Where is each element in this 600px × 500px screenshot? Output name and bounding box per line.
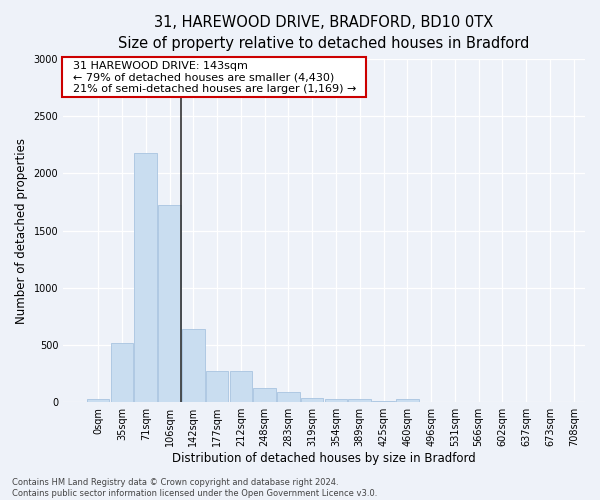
Bar <box>182 329 205 402</box>
Bar <box>325 399 347 402</box>
Bar <box>253 388 276 402</box>
Bar <box>349 399 371 402</box>
Bar <box>301 398 323 402</box>
Bar <box>206 372 229 402</box>
Bar <box>87 399 109 402</box>
Text: Contains HM Land Registry data © Crown copyright and database right 2024.
Contai: Contains HM Land Registry data © Crown c… <box>12 478 377 498</box>
Text: 31 HAREWOOD DRIVE: 143sqm
  ← 79% of detached houses are smaller (4,430)
  21% o: 31 HAREWOOD DRIVE: 143sqm ← 79% of detac… <box>66 61 363 94</box>
Title: 31, HAREWOOD DRIVE, BRADFORD, BD10 0TX
Size of property relative to detached hou: 31, HAREWOOD DRIVE, BRADFORD, BD10 0TX S… <box>118 15 530 51</box>
X-axis label: Distribution of detached houses by size in Bradford: Distribution of detached houses by size … <box>172 452 476 465</box>
Bar <box>372 401 395 402</box>
Bar <box>134 153 157 402</box>
Y-axis label: Number of detached properties: Number of detached properties <box>15 138 28 324</box>
Bar <box>230 372 252 402</box>
Bar <box>277 392 300 402</box>
Bar <box>110 342 133 402</box>
Bar <box>396 399 419 402</box>
Bar <box>158 206 181 402</box>
